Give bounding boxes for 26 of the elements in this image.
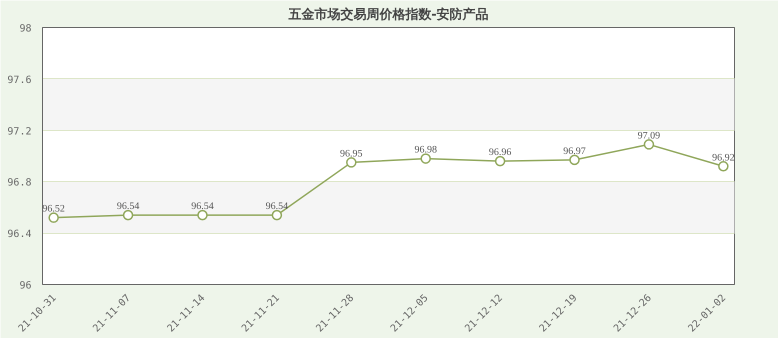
data-label: 96.54 <box>266 201 288 212</box>
data-label: 96.97 <box>563 146 586 157</box>
point <box>48 212 59 223</box>
point <box>197 210 208 220</box>
y-tick-label: 96 <box>19 280 32 292</box>
y-tick-label: 97.2 <box>7 126 32 138</box>
point <box>718 161 729 172</box>
point <box>122 210 134 220</box>
data-label: 96.54 <box>191 201 214 212</box>
y-tick-label: 96.8 <box>7 178 32 189</box>
y-tick-label: 98 <box>19 24 32 34</box>
data-label: 96.98 <box>414 144 437 156</box>
chart-title: 五金市场交易周价格指数-安防产品 <box>287 6 489 22</box>
point <box>569 154 580 166</box>
point <box>494 156 506 166</box>
data-label: 96.92 <box>712 152 735 164</box>
data-label: 96.54 <box>116 201 140 212</box>
data-label: 96.96 <box>488 147 512 158</box>
point <box>272 210 282 220</box>
y-tick-label: 96.4 <box>7 229 32 240</box>
point <box>346 157 357 168</box>
data-label: 96.95 <box>340 148 363 160</box>
data-label: 97.09 <box>638 130 660 142</box>
point <box>644 139 654 150</box>
point <box>420 153 431 164</box>
y-tick-label: 97.6 <box>7 74 32 86</box>
